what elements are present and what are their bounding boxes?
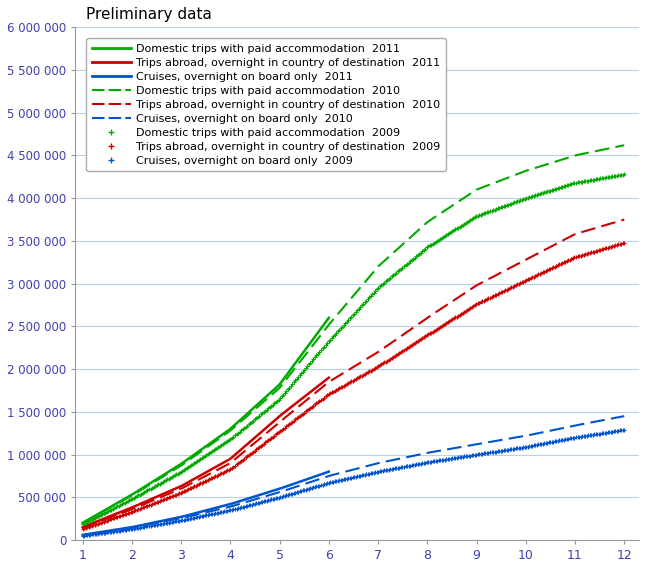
Cruises, overnight on board only  2009 bbox=[620, 426, 628, 433]
Trips abroad, overnight in country of destination  2009 bbox=[258, 442, 266, 448]
Cruises, overnight on board only  2010 bbox=[258, 494, 266, 501]
Cruises, overnight on board only  2009 bbox=[590, 431, 598, 438]
Line: Cruises, overnight on board only  2009: Cruises, overnight on board only 2009 bbox=[81, 428, 626, 538]
Trips abroad, overnight in country of destination  2011 bbox=[325, 374, 333, 381]
Cruises, overnight on board only  2009 bbox=[240, 503, 248, 510]
Cruises, overnight on board only  2009 bbox=[267, 496, 275, 503]
Line: Trips abroad, overnight in country of destination  2011: Trips abroad, overnight in country of de… bbox=[83, 378, 329, 527]
Domestic trips with paid accommodation  2009 bbox=[79, 521, 87, 527]
Trips abroad, overnight in country of destination  2011 bbox=[297, 395, 305, 402]
Trips abroad, overnight in country of destination  2011 bbox=[83, 522, 90, 529]
Cruises, overnight on board only  2009 bbox=[79, 533, 87, 539]
Trips abroad, overnight in country of destination  2009 bbox=[240, 455, 248, 462]
Cruises, overnight on board only  2010 bbox=[79, 532, 87, 539]
Line: Trips abroad, overnight in country of destination  2010: Trips abroad, overnight in country of de… bbox=[83, 220, 624, 528]
Trips abroad, overnight in country of destination  2009 bbox=[620, 239, 628, 246]
Trips abroad, overnight in country of destination  2011 bbox=[172, 485, 180, 492]
Domestic trips with paid accommodation  2009 bbox=[620, 171, 628, 178]
Cruises, overnight on board only  2011 bbox=[130, 523, 138, 530]
Domestic trips with paid accommodation  2009 bbox=[145, 486, 153, 493]
Domestic trips with paid accommodation  2009 bbox=[267, 402, 275, 409]
Cruises, overnight on board only  2010 bbox=[267, 491, 275, 498]
Domestic trips with paid accommodation  2009 bbox=[316, 348, 324, 355]
Domestic trips with paid accommodation  2009 bbox=[258, 410, 266, 417]
Domestic trips with paid accommodation  2011 bbox=[79, 519, 87, 526]
Trips abroad, overnight in country of destination  2010 bbox=[145, 498, 153, 505]
Domestic trips with paid accommodation  2011 bbox=[297, 352, 305, 358]
Cruises, overnight on board only  2009 bbox=[316, 482, 324, 489]
Trips abroad, overnight in country of destination  2011 bbox=[108, 512, 116, 519]
Trips abroad, overnight in country of destination  2010 bbox=[316, 386, 324, 393]
Trips abroad, overnight in country of destination  2010 bbox=[258, 433, 266, 440]
Cruises, overnight on board only  2011 bbox=[325, 468, 333, 475]
Line: Domestic trips with paid accommodation  2011: Domestic trips with paid accommodation 2… bbox=[83, 318, 329, 523]
Line: Domestic trips with paid accommodation  2009: Domestic trips with paid accommodation 2… bbox=[81, 172, 626, 526]
Domestic trips with paid accommodation  2011 bbox=[325, 315, 333, 321]
Cruises, overnight on board only  2010 bbox=[620, 413, 628, 419]
Trips abroad, overnight in country of destination  2010 bbox=[240, 448, 248, 455]
Cruises, overnight on board only  2011 bbox=[297, 478, 305, 485]
Domestic trips with paid accommodation  2011 bbox=[317, 325, 324, 332]
Line: Cruises, overnight on board only  2011: Cruises, overnight on board only 2011 bbox=[83, 472, 329, 535]
Domestic trips with paid accommodation  2010 bbox=[316, 333, 324, 340]
Cruises, overnight on board only  2010 bbox=[590, 418, 598, 425]
Trips abroad, overnight in country of destination  2011 bbox=[130, 504, 138, 510]
Trips abroad, overnight in country of destination  2009 bbox=[145, 502, 153, 509]
Trips abroad, overnight in country of destination  2010 bbox=[590, 225, 598, 232]
Cruises, overnight on board only  2010 bbox=[316, 476, 324, 483]
Domestic trips with paid accommodation  2011 bbox=[83, 517, 90, 524]
Text: Preliminary data: Preliminary data bbox=[87, 7, 213, 22]
Trips abroad, overnight in country of destination  2009 bbox=[590, 248, 598, 255]
Trips abroad, overnight in country of destination  2009 bbox=[267, 435, 275, 442]
Trips abroad, overnight in country of destination  2010 bbox=[79, 525, 87, 531]
Domestic trips with paid accommodation  2010 bbox=[240, 415, 248, 422]
Cruises, overnight on board only  2011 bbox=[317, 471, 324, 478]
Domestic trips with paid accommodation  2010 bbox=[145, 482, 153, 489]
Trips abroad, overnight in country of destination  2009 bbox=[79, 526, 87, 533]
Domestic trips with paid accommodation  2011 bbox=[108, 503, 116, 510]
Cruises, overnight on board only  2011 bbox=[108, 527, 116, 534]
Domestic trips with paid accommodation  2010 bbox=[590, 148, 598, 155]
Cruises, overnight on board only  2010 bbox=[240, 499, 248, 506]
Cruises, overnight on board only  2009 bbox=[145, 522, 153, 529]
Legend: Domestic trips with paid accommodation  2011, Trips abroad, overnight in country: Domestic trips with paid accommodation 2… bbox=[87, 38, 446, 171]
Line: Cruises, overnight on board only  2010: Cruises, overnight on board only 2010 bbox=[83, 416, 624, 535]
Cruises, overnight on board only  2009 bbox=[258, 498, 266, 505]
Trips abroad, overnight in country of destination  2011 bbox=[79, 524, 87, 531]
Cruises, overnight on board only  2011 bbox=[172, 514, 180, 521]
Line: Domestic trips with paid accommodation  2010: Domestic trips with paid accommodation 2… bbox=[83, 145, 624, 523]
Domestic trips with paid accommodation  2010 bbox=[79, 519, 87, 526]
Line: Trips abroad, overnight in country of destination  2009: Trips abroad, overnight in country of de… bbox=[81, 241, 626, 531]
Domestic trips with paid accommodation  2011 bbox=[172, 464, 180, 471]
Trips abroad, overnight in country of destination  2009 bbox=[316, 398, 324, 405]
Domestic trips with paid accommodation  2010 bbox=[620, 142, 628, 149]
Cruises, overnight on board only  2011 bbox=[83, 531, 90, 538]
Trips abroad, overnight in country of destination  2011 bbox=[317, 381, 324, 387]
Domestic trips with paid accommodation  2009 bbox=[240, 424, 248, 431]
Domestic trips with paid accommodation  2010 bbox=[258, 399, 266, 406]
Domestic trips with paid accommodation  2009 bbox=[590, 176, 598, 183]
Trips abroad, overnight in country of destination  2010 bbox=[267, 426, 275, 432]
Domestic trips with paid accommodation  2011 bbox=[130, 490, 138, 497]
Cruises, overnight on board only  2011 bbox=[79, 531, 87, 538]
Domestic trips with paid accommodation  2010 bbox=[267, 392, 275, 399]
Trips abroad, overnight in country of destination  2010 bbox=[620, 216, 628, 223]
Cruises, overnight on board only  2010 bbox=[145, 521, 153, 528]
